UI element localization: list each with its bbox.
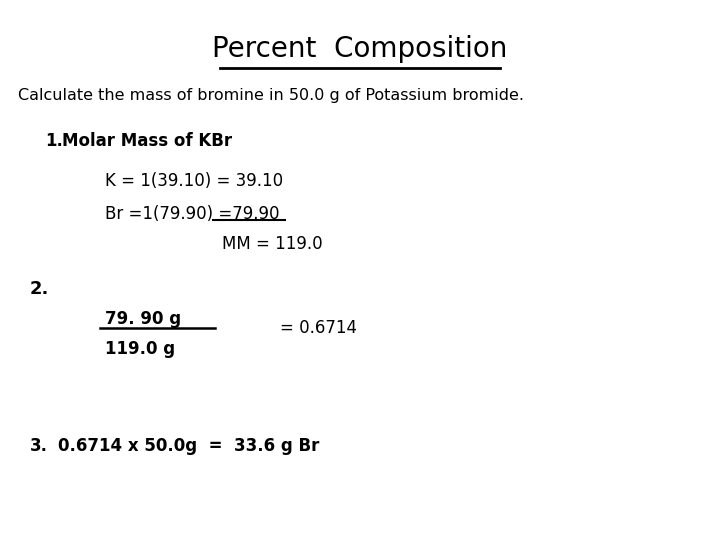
Text: Percent  Composition: Percent Composition <box>212 35 508 63</box>
Text: 79. 90 g: 79. 90 g <box>105 310 181 328</box>
Text: Br =1(79.90) =79.90: Br =1(79.90) =79.90 <box>105 205 279 223</box>
Text: 0.6714 x 50.0g  =  33.6 g Br: 0.6714 x 50.0g = 33.6 g Br <box>58 437 320 455</box>
Text: 2.: 2. <box>30 280 50 298</box>
Text: Calculate the mass of bromine in 50.0 g of Potassium bromide.: Calculate the mass of bromine in 50.0 g … <box>18 88 524 103</box>
Text: K = 1(39.10) = 39.10: K = 1(39.10) = 39.10 <box>105 172 283 190</box>
Text: 3.: 3. <box>30 437 48 455</box>
Text: Molar Mass of KBr: Molar Mass of KBr <box>62 132 232 150</box>
Text: MM = 119.0: MM = 119.0 <box>222 235 323 253</box>
Text: 1.: 1. <box>45 132 63 150</box>
Text: = 0.6714: = 0.6714 <box>280 319 357 337</box>
Text: 119.0 g: 119.0 g <box>105 340 175 358</box>
